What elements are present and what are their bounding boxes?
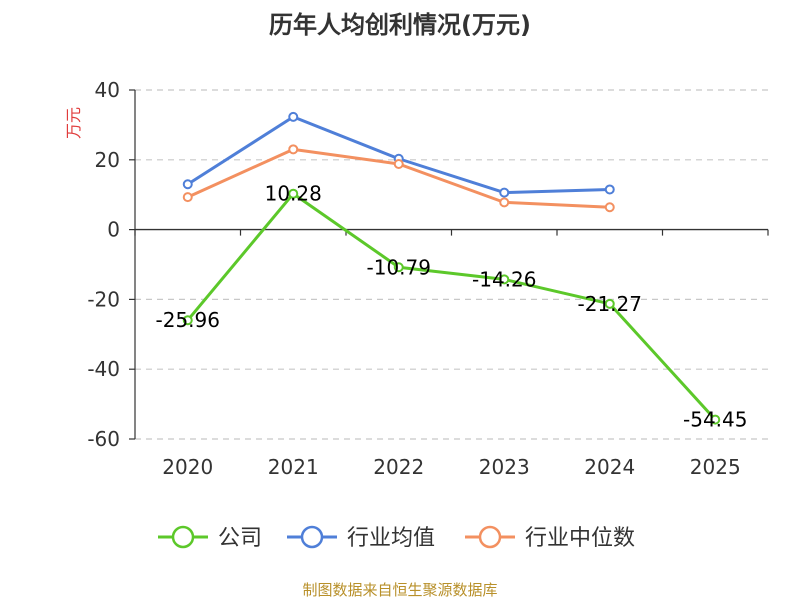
data-point <box>604 184 615 195</box>
legend-swatch-marker <box>478 525 502 549</box>
x-tick-label: 2025 <box>690 455 741 479</box>
data-point <box>182 192 193 203</box>
legend-item: 行业均值 <box>287 525 435 551</box>
y-tick-labels: 40 20 0 -20 -40 -60 <box>87 78 120 451</box>
data-label: -14.26 <box>472 267 536 291</box>
data-point <box>288 144 299 155</box>
legend-label: 行业均值 <box>347 526 435 551</box>
x-tick-label: 2021 <box>268 455 319 479</box>
y-tick-label: -40 <box>87 357 120 381</box>
data-label: -25.96 <box>156 308 220 332</box>
data-point <box>288 188 299 199</box>
y-tick-label: 20 <box>95 148 120 172</box>
data-point <box>604 202 615 213</box>
x-tick-label: 2020 <box>162 455 213 479</box>
data-point <box>499 197 510 208</box>
series-line <box>186 192 717 421</box>
series-1 <box>182 111 615 198</box>
x-tick-label: 2022 <box>373 455 424 479</box>
x-tick-label: 2024 <box>584 455 635 479</box>
series-2 <box>182 144 615 213</box>
y-tick-label: -20 <box>87 287 120 311</box>
data-label: 10.28 <box>265 182 322 206</box>
legend-label: 行业中位数 <box>525 526 635 551</box>
y-axis-unit: 万元 <box>64 107 83 139</box>
source-note: 制图数据来自恒生聚源数据库 <box>302 581 497 599</box>
data-label: -54.45 <box>683 408 747 432</box>
y-tick-label: -60 <box>87 427 120 451</box>
chart-title: 历年人均创利情况(万元) <box>269 11 531 39</box>
series-0 <box>182 188 721 425</box>
data-point <box>604 298 615 309</box>
y-tick-label: 40 <box>95 78 120 102</box>
axes <box>129 89 769 440</box>
series-group <box>182 111 721 425</box>
grid-lines <box>135 89 768 440</box>
data-point <box>393 158 404 169</box>
data-point <box>182 179 193 190</box>
data-point <box>288 111 299 122</box>
data-point <box>499 274 510 285</box>
data-point <box>393 262 404 273</box>
legend-swatch-marker <box>171 525 195 549</box>
legend-swatch-marker <box>300 525 324 549</box>
data-point <box>499 187 510 198</box>
legend-item: 行业中位数 <box>465 525 635 551</box>
x-tick-labels: 2020 2021 2022 2023 2024 2025 <box>162 455 740 479</box>
y-tick-label: 0 <box>107 218 120 242</box>
legend: 公司 行业均值 行业中位数 <box>158 525 635 551</box>
legend-label: 公司 <box>218 526 262 551</box>
data-point <box>182 315 193 326</box>
data-label: -10.79 <box>367 255 431 279</box>
data-label: -21.27 <box>578 292 642 316</box>
x-tick-label: 2023 <box>479 455 530 479</box>
data-labels: -25.96 10.28 -10.79 -14.26 -21.27 -54.45 <box>156 182 748 432</box>
legend-item: 公司 <box>158 525 262 551</box>
data-point <box>710 414 721 425</box>
